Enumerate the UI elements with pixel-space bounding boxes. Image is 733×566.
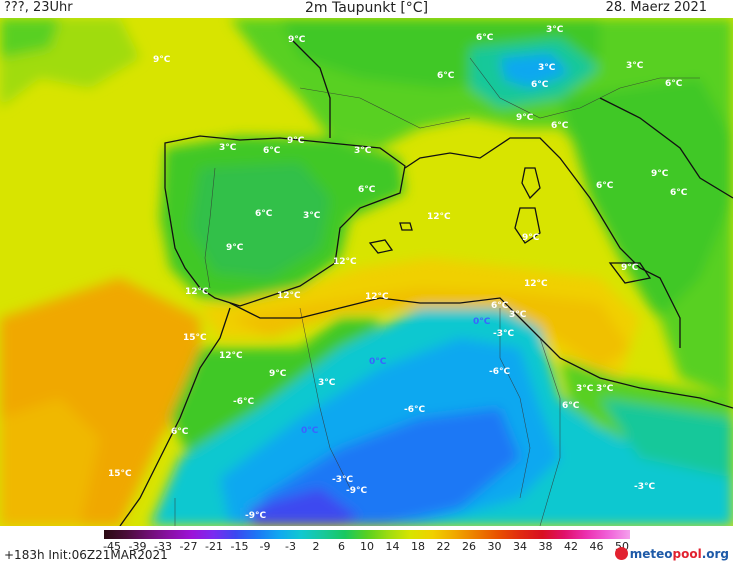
color-scale-tick: -21 xyxy=(205,540,223,553)
map-label: -3°C xyxy=(634,482,655,492)
map-label: -9°C xyxy=(245,511,266,521)
map-label: 3°C xyxy=(596,384,614,394)
map-label: -6°C xyxy=(233,397,254,407)
map-label: 6°C xyxy=(171,427,189,437)
dewpoint-map: 9°C 9°C 6°C 3°C 6°C 3°C 6°C 6°C 9°C 3°C … xyxy=(0,18,733,526)
map-label: 9°C xyxy=(153,55,171,65)
map-label: 6°C xyxy=(665,79,683,89)
map-label: 3°C xyxy=(318,378,336,388)
map-label: 6°C xyxy=(670,188,688,198)
color-scale-tick: -39 xyxy=(128,540,147,553)
color-scale-tick: -27 xyxy=(179,540,198,553)
color-scale-tick: 18 xyxy=(411,540,425,553)
map-label: 6°C xyxy=(491,301,509,311)
map-label: 6°C xyxy=(562,401,580,411)
valid-time: ???, 23Uhr xyxy=(4,0,73,15)
color-scale-tick: -15 xyxy=(230,540,249,553)
temperature-labels: 9°C 9°C 6°C 3°C 6°C 3°C 6°C 6°C 9°C 3°C … xyxy=(108,25,688,521)
map-label: 6°C xyxy=(551,121,569,131)
map-label: 6°C xyxy=(437,71,455,81)
map-footer: -45 -39 -33 -27 -21 -15 -9 -3 2 6 10 14 18 22 26 30 34 38… xyxy=(0,526,733,566)
map-label: 6°C xyxy=(263,146,281,156)
map-label: 3°C xyxy=(538,63,556,73)
brand-logo[interactable]: meteopool.org xyxy=(614,547,729,561)
coastlines xyxy=(119,37,733,526)
brand-suffix: .org xyxy=(701,547,729,561)
color-scale-tick: 2 xyxy=(312,540,320,553)
map-label: 6°C xyxy=(358,185,376,195)
map-label: 3°C xyxy=(219,143,237,153)
map-label: -3°C xyxy=(332,475,353,485)
map-label: 3°C xyxy=(354,146,372,156)
color-scale-tick: -45 xyxy=(103,540,121,553)
borders xyxy=(174,57,700,526)
map-header: ???, 23Uhr 2m Taupunkt [°C] 28. Maerz 20… xyxy=(0,0,733,18)
color-scale-tick: -9 xyxy=(259,540,271,553)
map-label: -9°C xyxy=(346,486,367,496)
map-label: 9°C xyxy=(522,233,540,243)
dewpoint-field xyxy=(0,18,733,526)
map-label: 12°C xyxy=(185,287,209,297)
color-scale-tick: 26 xyxy=(462,540,476,553)
map-label: -3°C xyxy=(493,329,514,339)
map-label: 9°C xyxy=(516,113,534,123)
map-label: -6°C xyxy=(489,367,510,377)
color-scale-bar xyxy=(104,530,630,539)
map-label: 9°C xyxy=(226,243,244,253)
map-label: 12°C xyxy=(365,292,389,302)
color-scale-tick: 46 xyxy=(589,540,604,553)
color-scale-tick: 14 xyxy=(385,540,400,553)
color-scale-tick: 6 xyxy=(338,540,345,553)
map-label: 9°C xyxy=(651,169,669,179)
color-scale-tick: 10 xyxy=(360,540,374,553)
brand-main: meteo xyxy=(629,547,673,561)
map-label: 12°C xyxy=(427,212,451,222)
run-info: +183h Init:06Z21MAR2021 xyxy=(4,548,168,562)
map-label: 12°C xyxy=(277,291,301,301)
map-label: 9°C xyxy=(269,369,287,379)
meteopool-icon xyxy=(614,547,628,560)
map-label: 9°C xyxy=(288,35,306,45)
map-label: 15°C xyxy=(108,469,132,479)
color-scale-tick: 30 xyxy=(487,540,502,553)
map-canvas: 9°C 9°C 6°C 3°C 6°C 3°C 6°C 6°C 9°C 3°C … xyxy=(0,18,733,526)
color-scale-tick: 34 xyxy=(513,540,527,553)
map-label: 3°C xyxy=(626,61,644,71)
map-label: 0°C xyxy=(301,426,319,436)
color-scale-tick: 22 xyxy=(436,540,451,553)
map-label: 3°C xyxy=(576,384,594,394)
map-label: 3°C xyxy=(546,25,564,35)
map-label: 6°C xyxy=(531,80,549,90)
map-label: 0°C xyxy=(473,317,491,327)
color-scale-tick: 42 xyxy=(564,540,578,553)
color-scale-tick: -3 xyxy=(285,540,296,553)
map-label: -6°C xyxy=(404,405,425,415)
map-label: 9°C xyxy=(287,136,305,146)
color-scale-tick: 38 xyxy=(538,540,553,553)
map-title: 2m Taupunkt [°C] xyxy=(304,0,429,16)
color-scale-tick: -33 xyxy=(154,540,172,553)
valid-date: 28. Maerz 2021 xyxy=(605,0,707,15)
map-label: 15°C xyxy=(183,333,207,343)
brand-accent: pool xyxy=(672,547,702,561)
map-label: 12°C xyxy=(524,279,548,289)
color-scale-ticks: -45 -39 -33 -27 -21 -15 -9 -3 2 6 10 14 18 22 26 30 34 38… xyxy=(103,540,630,554)
map-label: 6°C xyxy=(476,33,494,43)
map-label: 6°C xyxy=(255,209,273,219)
map-label: 9°C xyxy=(621,263,639,273)
map-label: 0°C xyxy=(369,357,387,367)
map-label: 6°C xyxy=(596,181,614,191)
map-label: 12°C xyxy=(219,351,243,361)
map-label: 12°C xyxy=(333,257,357,267)
map-label: 3°C xyxy=(303,211,321,221)
map-label: 3°C xyxy=(509,310,527,320)
